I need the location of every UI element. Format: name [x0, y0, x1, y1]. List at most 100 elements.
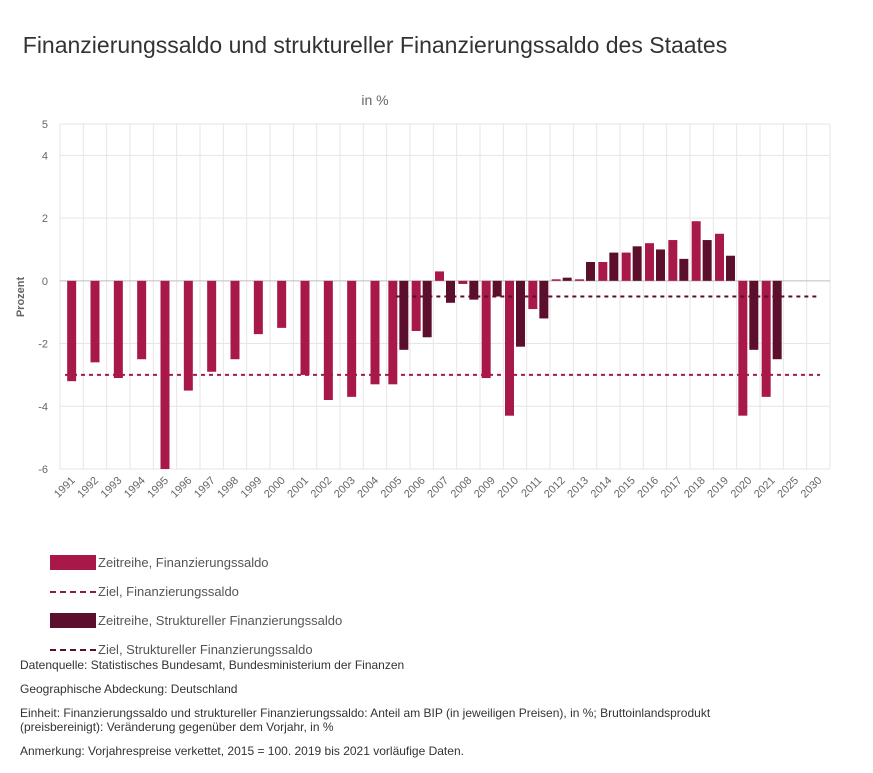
legend-item-finanzierungssaldo[interactable]: Zeitreihe, Finanzierungssaldo — [50, 548, 342, 577]
target-lines — [65, 295, 820, 376]
bar-finanzierungssaldo-1992[interactable] — [90, 280, 100, 363]
chart-subtitle: in % — [361, 92, 389, 108]
bar-finanzierungssaldo-1997[interactable] — [207, 280, 217, 372]
note-source: Datenquelle: Statistisches Bundesamt, Bu… — [20, 658, 405, 672]
x-tick-label: 2019 — [705, 475, 731, 501]
bar-struktureller-2020[interactable] — [749, 280, 759, 350]
x-tick-label: 2003 — [332, 475, 358, 501]
x-tick-label: 2008 — [449, 475, 475, 501]
bar-struktureller-2015[interactable] — [632, 246, 642, 281]
legend-dash — [50, 590, 96, 593]
x-tick-label: 2012 — [542, 475, 568, 501]
bar-struktureller-2007[interactable] — [446, 280, 455, 303]
bar-finanzierungssaldo-2003[interactable] — [347, 280, 357, 397]
bar-struktureller-2010[interactable] — [516, 280, 525, 347]
bar-finanzierungssaldo-2008[interactable] — [458, 280, 468, 284]
bar-finanzierungssaldo-2009[interactable] — [481, 280, 491, 379]
bar-finanzierungssaldo-2011[interactable] — [528, 280, 538, 310]
x-tick-label: 2001 — [285, 475, 311, 501]
x-tick-label: 2009 — [472, 475, 498, 501]
bar-struktureller-2017[interactable] — [679, 258, 689, 281]
note-unit: Einheit: Finanzierungssaldo und struktur… — [20, 706, 711, 734]
x-tick-label: 2013 — [565, 475, 591, 501]
bar-struktureller-2021[interactable] — [772, 280, 782, 360]
bar-finanzierungssaldo-1996[interactable] — [183, 280, 193, 391]
bar-finanzierungssaldo-2012[interactable] — [551, 279, 561, 281]
x-tick-label: 2002 — [309, 475, 335, 501]
bar-struktureller-2014[interactable] — [609, 252, 619, 281]
x-tick-label: 2006 — [402, 475, 428, 501]
bar-struktureller-2005[interactable] — [399, 280, 409, 350]
bar-finanzierungssaldo-2016[interactable] — [645, 243, 654, 281]
bar-struktureller-2006[interactable] — [422, 280, 432, 338]
bar-finanzierungssaldo-1993[interactable] — [113, 280, 123, 379]
x-tick-label: 2017 — [659, 475, 685, 501]
bar-finanzierungssaldo-2005[interactable] — [388, 280, 398, 385]
bar-finanzierungssaldo-1998[interactable] — [230, 280, 240, 360]
x-tick-label: 1993 — [99, 475, 125, 501]
x-tick-label: 2010 — [495, 475, 521, 501]
bar-finanzierungssaldo-2007[interactable] — [435, 271, 444, 281]
x-tick-label: 2021 — [752, 475, 778, 501]
bar-struktureller-2012[interactable] — [562, 277, 572, 281]
x-tick-label: 2004 — [355, 475, 381, 501]
x-tick-label: 2018 — [682, 475, 708, 501]
y-tick-label: 5 — [42, 119, 48, 131]
x-tick-label: 2000 — [262, 475, 288, 501]
bar-struktureller-2011[interactable] — [539, 280, 549, 319]
bar-finanzierungssaldo-1999[interactable] — [253, 280, 263, 335]
legend-swatch — [50, 613, 96, 628]
bar-struktureller-2009[interactable] — [492, 280, 502, 297]
bar-finanzierungssaldo-2002[interactable] — [323, 280, 333, 400]
legend-label: Zeitreihe, Struktureller Finanzierungssa… — [98, 613, 343, 628]
bar-finanzierungssaldo-2018[interactable] — [691, 221, 701, 281]
gridlines — [59, 123, 831, 470]
bar-finanzierungssaldo-2020[interactable] — [738, 280, 748, 416]
x-tick-label: 2020 — [729, 475, 755, 501]
bar-struktureller-2016[interactable] — [656, 249, 665, 281]
bar-finanzierungssaldo-2019[interactable] — [715, 233, 724, 281]
x-tick-label: 2025 — [775, 475, 801, 501]
x-tick-label: 2005 — [379, 475, 405, 501]
bar-finanzierungssaldo-2004[interactable] — [370, 280, 380, 385]
x-tick-label: 2016 — [635, 475, 661, 501]
bar-finanzierungssaldo-2013[interactable] — [575, 279, 584, 281]
y-tick-label: -2 — [38, 339, 48, 351]
x-tick-label: 1992 — [75, 475, 101, 501]
x-tick-label: 1998 — [215, 475, 241, 501]
legend-label: Zeitreihe, Finanzierungssaldo — [98, 555, 269, 570]
bar-finanzierungssaldo-2010[interactable] — [505, 280, 514, 416]
x-tick-label: 2030 — [799, 475, 825, 501]
x-tick-label: 1999 — [239, 475, 265, 501]
y-tick-label: 4 — [42, 150, 48, 162]
x-tick-label: 1991 — [52, 475, 78, 501]
bar-finanzierungssaldo-1994[interactable] — [137, 280, 147, 360]
legend-swatch — [50, 555, 96, 570]
x-tick-label: 1994 — [122, 475, 148, 501]
legend: Zeitreihe, Finanzierungssaldo Ziel, Fina… — [50, 548, 342, 664]
chart-title: Finanzierungssaldo und struktureller Fin… — [22, 32, 728, 58]
bar-finanzierungssaldo-2015[interactable] — [621, 252, 631, 281]
x-tick-label: 2014 — [589, 475, 615, 501]
x-tick-label: 1996 — [169, 475, 195, 501]
legend-item-struktureller[interactable]: Zeitreihe, Struktureller Finanzierungssa… — [50, 606, 342, 635]
y-axis-label: Prozent — [15, 276, 27, 317]
x-tick-label: 1995 — [145, 475, 171, 501]
bar-struktureller-2008[interactable] — [469, 280, 479, 300]
legend-item-ziel-finanzierungssaldo[interactable]: Ziel, Finanzierungssaldo — [50, 577, 342, 606]
x-tick-label: 2007 — [425, 475, 451, 501]
bar-struktureller-2018[interactable] — [702, 240, 712, 281]
legend-item-ziel-struktureller[interactable]: Ziel, Struktureller Finanzierungssaldo — [50, 635, 342, 664]
bar-finanzierungssaldo-2021[interactable] — [761, 280, 771, 397]
note-coverage: Geographische Abdeckung: Deutschland — [20, 682, 238, 696]
bar-finanzierungssaldo-2014[interactable] — [598, 262, 608, 281]
bar-finanzierungssaldo-2001[interactable] — [300, 280, 310, 375]
x-tick-label: 2015 — [612, 475, 638, 501]
x-tick-label: 1997 — [192, 475, 218, 501]
bar-struktureller-2013[interactable] — [586, 262, 595, 281]
bar-finanzierungssaldo-2006[interactable] — [411, 280, 421, 331]
bar-finanzierungssaldo-2000[interactable] — [277, 280, 287, 328]
bar-finanzierungssaldo-1991[interactable] — [67, 280, 77, 382]
bar-finanzierungssaldo-2017[interactable] — [668, 240, 678, 281]
bar-struktureller-2019[interactable] — [726, 255, 735, 281]
